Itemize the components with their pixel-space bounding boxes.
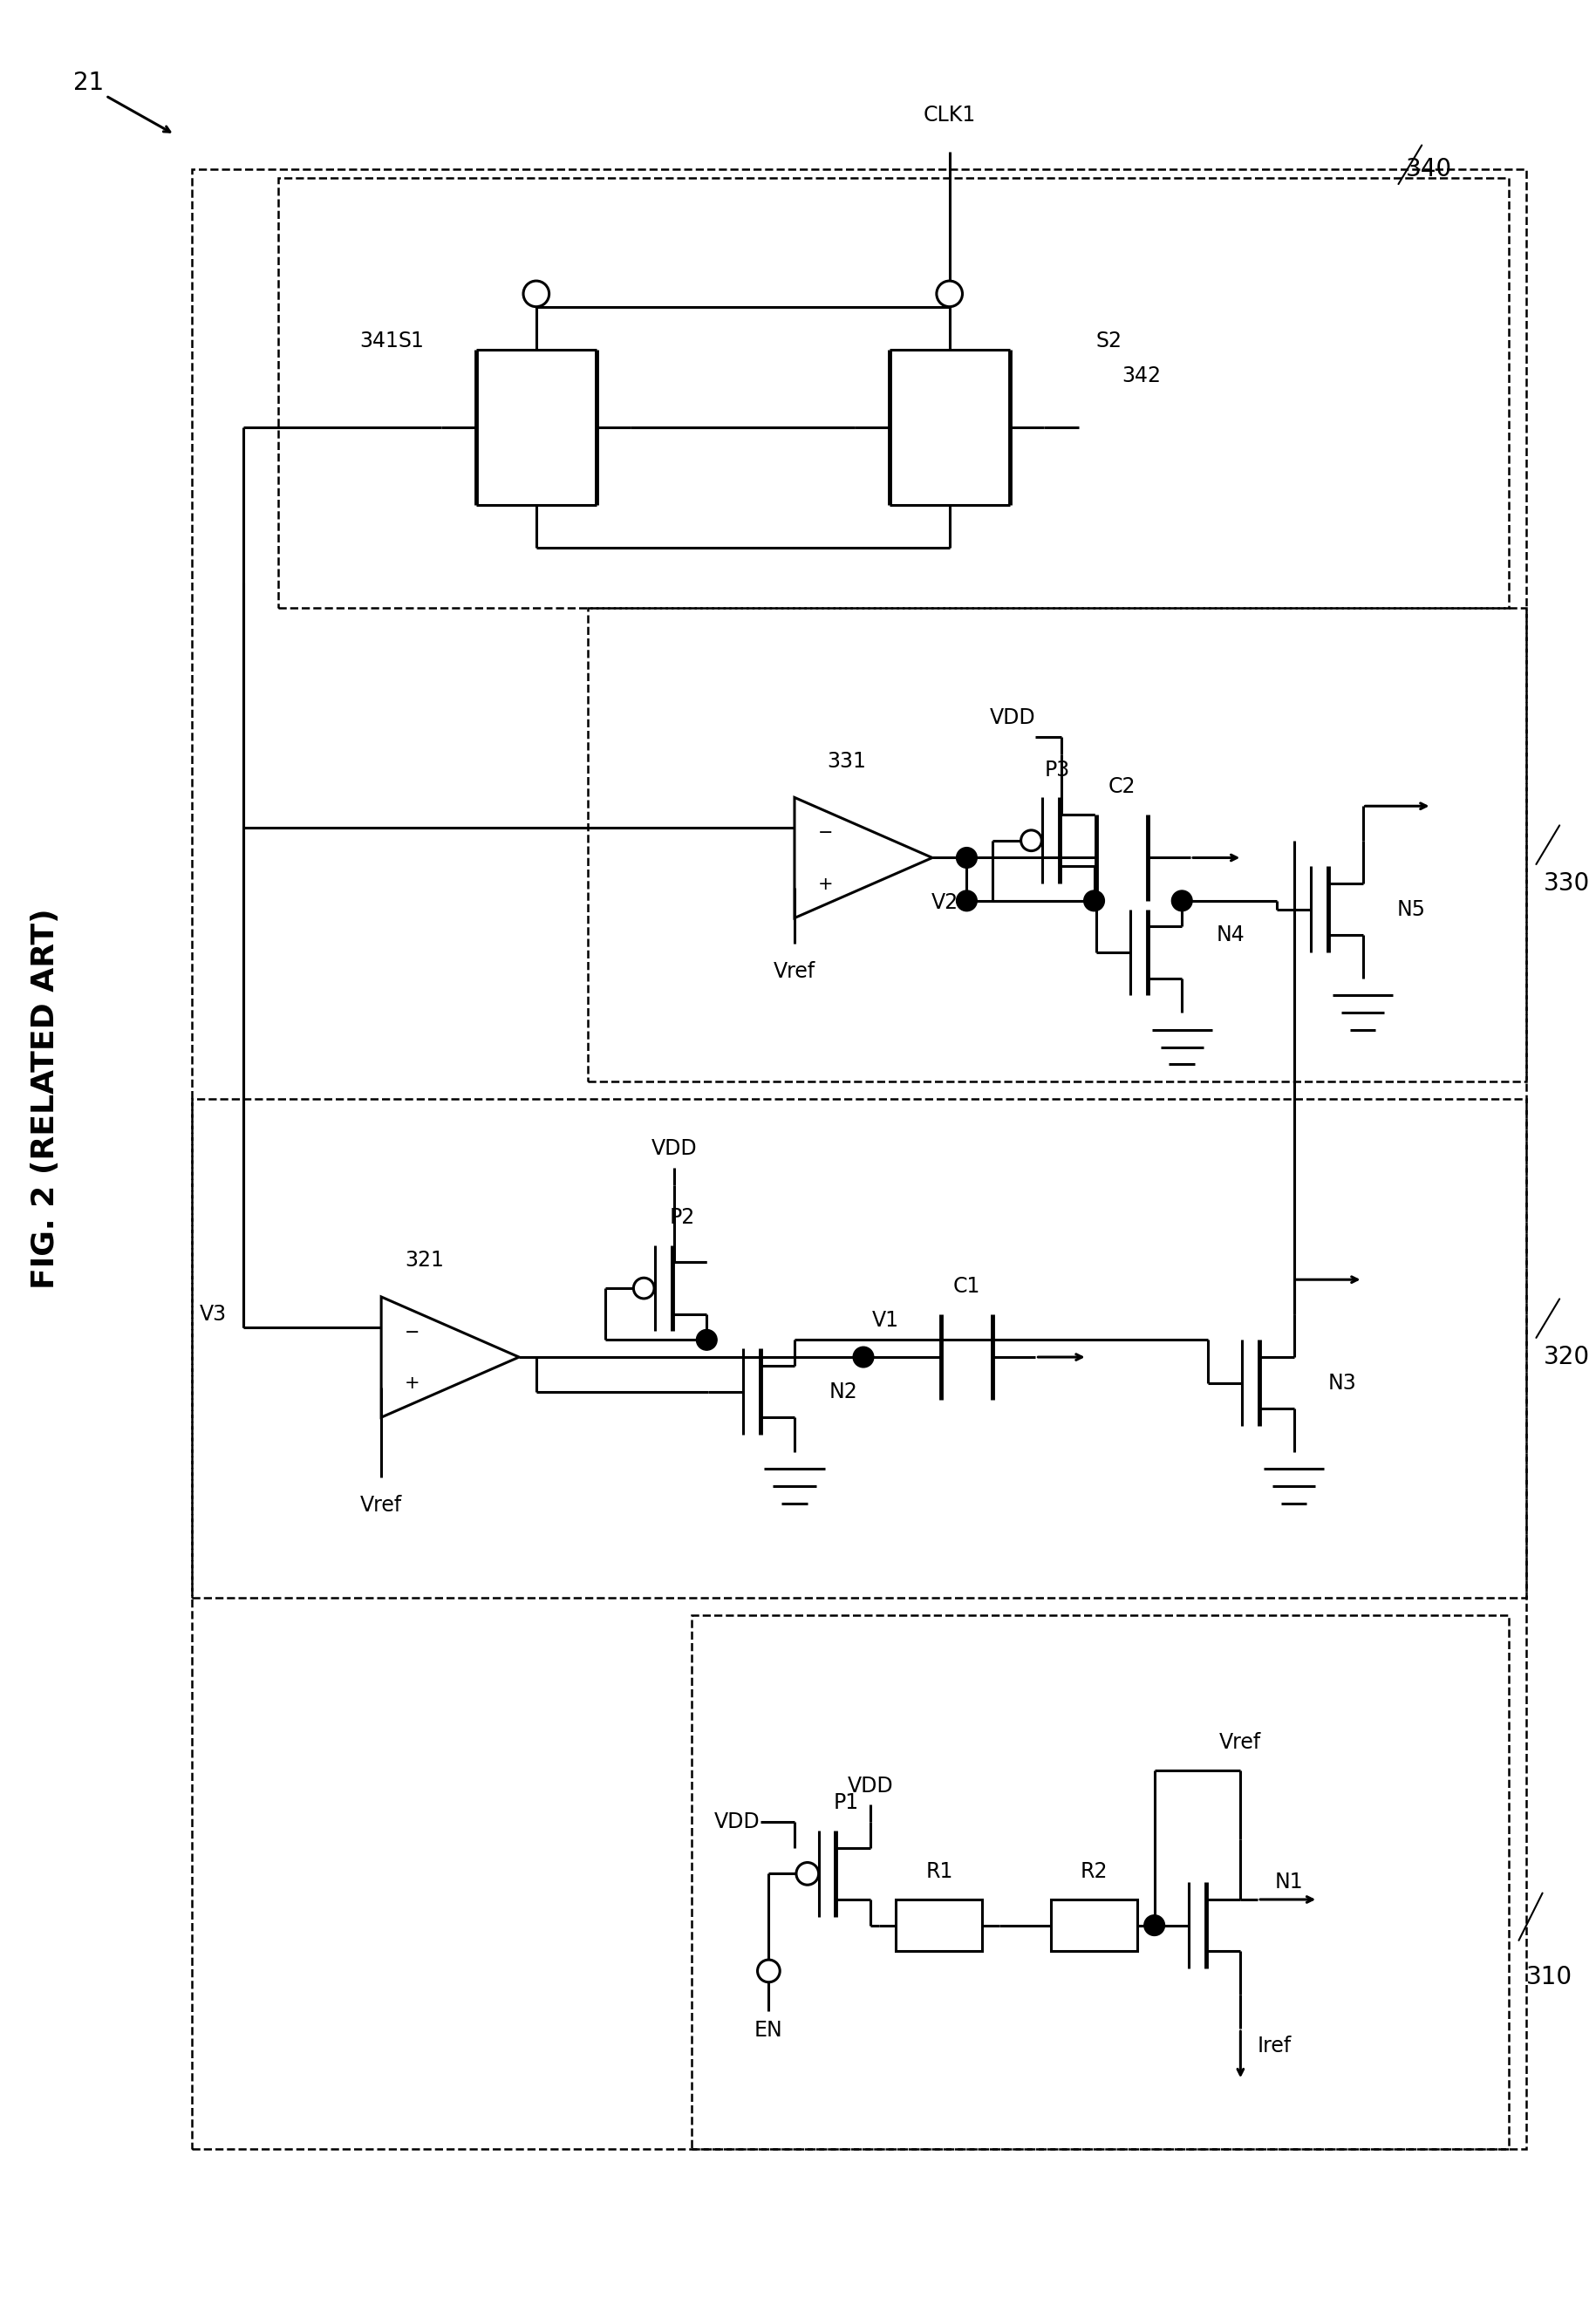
Text: V2: V2 (930, 893, 958, 914)
Text: 21: 21 (73, 70, 104, 95)
Text: Iref: Iref (1258, 2036, 1291, 2057)
Text: S2: S2 (1096, 332, 1122, 352)
Circle shape (852, 1347, 873, 1368)
Text: FIG. 2 (RELATED ART): FIG. 2 (RELATED ART) (30, 909, 61, 1289)
Text: $+$: $+$ (817, 877, 833, 893)
Text: 340: 340 (1406, 158, 1452, 181)
Text: C1: C1 (953, 1275, 980, 1296)
Text: EN: EN (755, 2020, 784, 2041)
Text: $+$: $+$ (404, 1375, 420, 1391)
Text: $-$: $-$ (404, 1322, 420, 1340)
Circle shape (1084, 890, 1104, 911)
Bar (278, 179, 1510, 608)
Text: Vref: Vref (1219, 1732, 1261, 1753)
Circle shape (696, 1329, 717, 1350)
Bar (587, 608, 1526, 1081)
Text: 342: 342 (1122, 364, 1160, 385)
Text: R2: R2 (1080, 1862, 1108, 1883)
Text: VDD: VDD (990, 707, 1036, 728)
Text: 321: 321 (405, 1250, 444, 1271)
Text: $-$: $-$ (817, 823, 833, 839)
Text: N2: N2 (828, 1382, 857, 1403)
Text: Vref: Vref (774, 960, 816, 981)
Text: 320: 320 (1543, 1345, 1590, 1368)
Text: CLK1: CLK1 (922, 104, 975, 125)
Bar (1052, 1899, 1138, 1950)
Text: Vref: Vref (361, 1496, 402, 1517)
Text: N1: N1 (1275, 1871, 1304, 1892)
Text: R1: R1 (926, 1862, 953, 1883)
Circle shape (1144, 1915, 1165, 1936)
Text: VDD: VDD (847, 1776, 894, 1797)
Text: P2: P2 (670, 1206, 696, 1229)
Text: N3: N3 (1328, 1373, 1357, 1394)
Circle shape (956, 846, 977, 867)
Text: V1: V1 (871, 1310, 899, 1331)
Text: 330: 330 (1543, 872, 1590, 895)
Text: 331: 331 (827, 751, 865, 772)
Bar (192, 169, 1526, 2150)
Text: P1: P1 (833, 1793, 859, 1813)
Text: VDD: VDD (713, 1811, 760, 1832)
Text: C2: C2 (1108, 777, 1135, 798)
Text: P3: P3 (1044, 758, 1069, 779)
Bar (192, 1099, 1526, 1598)
Circle shape (1171, 890, 1192, 911)
Bar (691, 1616, 1510, 2150)
Circle shape (956, 890, 977, 911)
Text: 341: 341 (359, 332, 399, 352)
Text: V3: V3 (200, 1303, 227, 1324)
Text: VDD: VDD (651, 1139, 697, 1160)
Text: N5: N5 (1396, 900, 1425, 921)
Text: N4: N4 (1216, 925, 1245, 946)
Text: S1: S1 (399, 332, 425, 352)
Bar (895, 1899, 982, 1950)
Text: 310: 310 (1526, 1964, 1572, 1990)
